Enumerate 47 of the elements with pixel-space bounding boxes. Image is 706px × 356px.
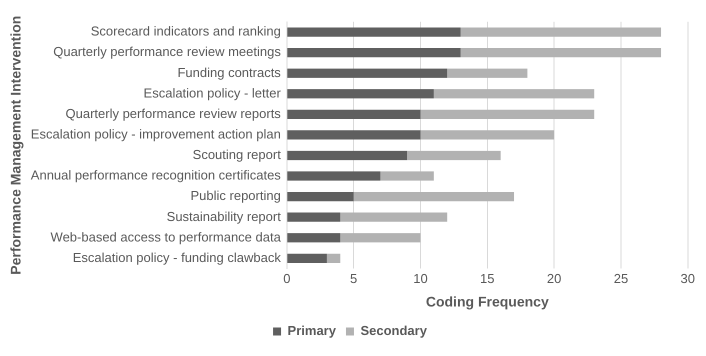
- y-tick-label: Web-based access to performance data: [50, 229, 282, 244]
- bar: [287, 68, 448, 78]
- bar: [340, 233, 420, 242]
- bar: [326, 254, 340, 263]
- bar: [287, 27, 461, 37]
- y-tick-label: Annual performance recognition certificates: [30, 168, 282, 183]
- bar: [287, 48, 461, 58]
- bar: [460, 27, 662, 37]
- x-tick-label: 0: [283, 270, 290, 286]
- bar: [287, 110, 420, 119]
- x-tick-label: 5: [350, 270, 358, 286]
- legend-label: Primary: [288, 323, 337, 338]
- bar: [287, 89, 434, 98]
- bar: [354, 192, 514, 202]
- bar: [460, 48, 662, 58]
- y-tick-label: Escalation policy - letter: [144, 85, 282, 100]
- bar: [287, 130, 420, 140]
- x-tick-label: 15: [480, 270, 495, 286]
- bar: [287, 171, 380, 181]
- bar: [407, 150, 501, 160]
- y-axis-title: Performance Management Intervention: [7, 16, 24, 275]
- bar: [287, 233, 340, 242]
- y-tick-label: Scorecard indicators and ranking: [90, 24, 281, 39]
- y-tick-label: Public reporting: [190, 188, 281, 204]
- x-tick-label: 25: [614, 270, 628, 286]
- bar: [447, 68, 528, 78]
- bar: [287, 254, 327, 263]
- y-tick-label: Sustainability report: [166, 208, 282, 224]
- x-tick-label: 10: [413, 270, 428, 286]
- bar: [420, 110, 594, 119]
- x-tick-label: 30: [680, 270, 696, 286]
- y-tick-label: Quarterly performance review reports: [66, 106, 282, 121]
- y-tick-label: Funding contracts: [177, 64, 282, 80]
- bar: [287, 192, 354, 202]
- bar: [340, 212, 448, 222]
- y-tick-label: Escalation policy - funding clawback: [72, 250, 282, 265]
- y-tick-label: Scouting report: [192, 147, 282, 162]
- bar: [287, 150, 408, 160]
- bar: [380, 171, 434, 181]
- bar: [420, 130, 554, 140]
- x-axis-title: Coding Frequency: [426, 293, 549, 310]
- bar: [287, 212, 340, 222]
- y-tick-label: Quarterly performance review meetings: [53, 44, 282, 60]
- y-tick-label: Escalation policy - improvement action plan: [30, 126, 281, 142]
- bar: [434, 89, 594, 98]
- x-tick-label: 20: [546, 270, 562, 286]
- legend-label: Secondary: [360, 323, 428, 338]
